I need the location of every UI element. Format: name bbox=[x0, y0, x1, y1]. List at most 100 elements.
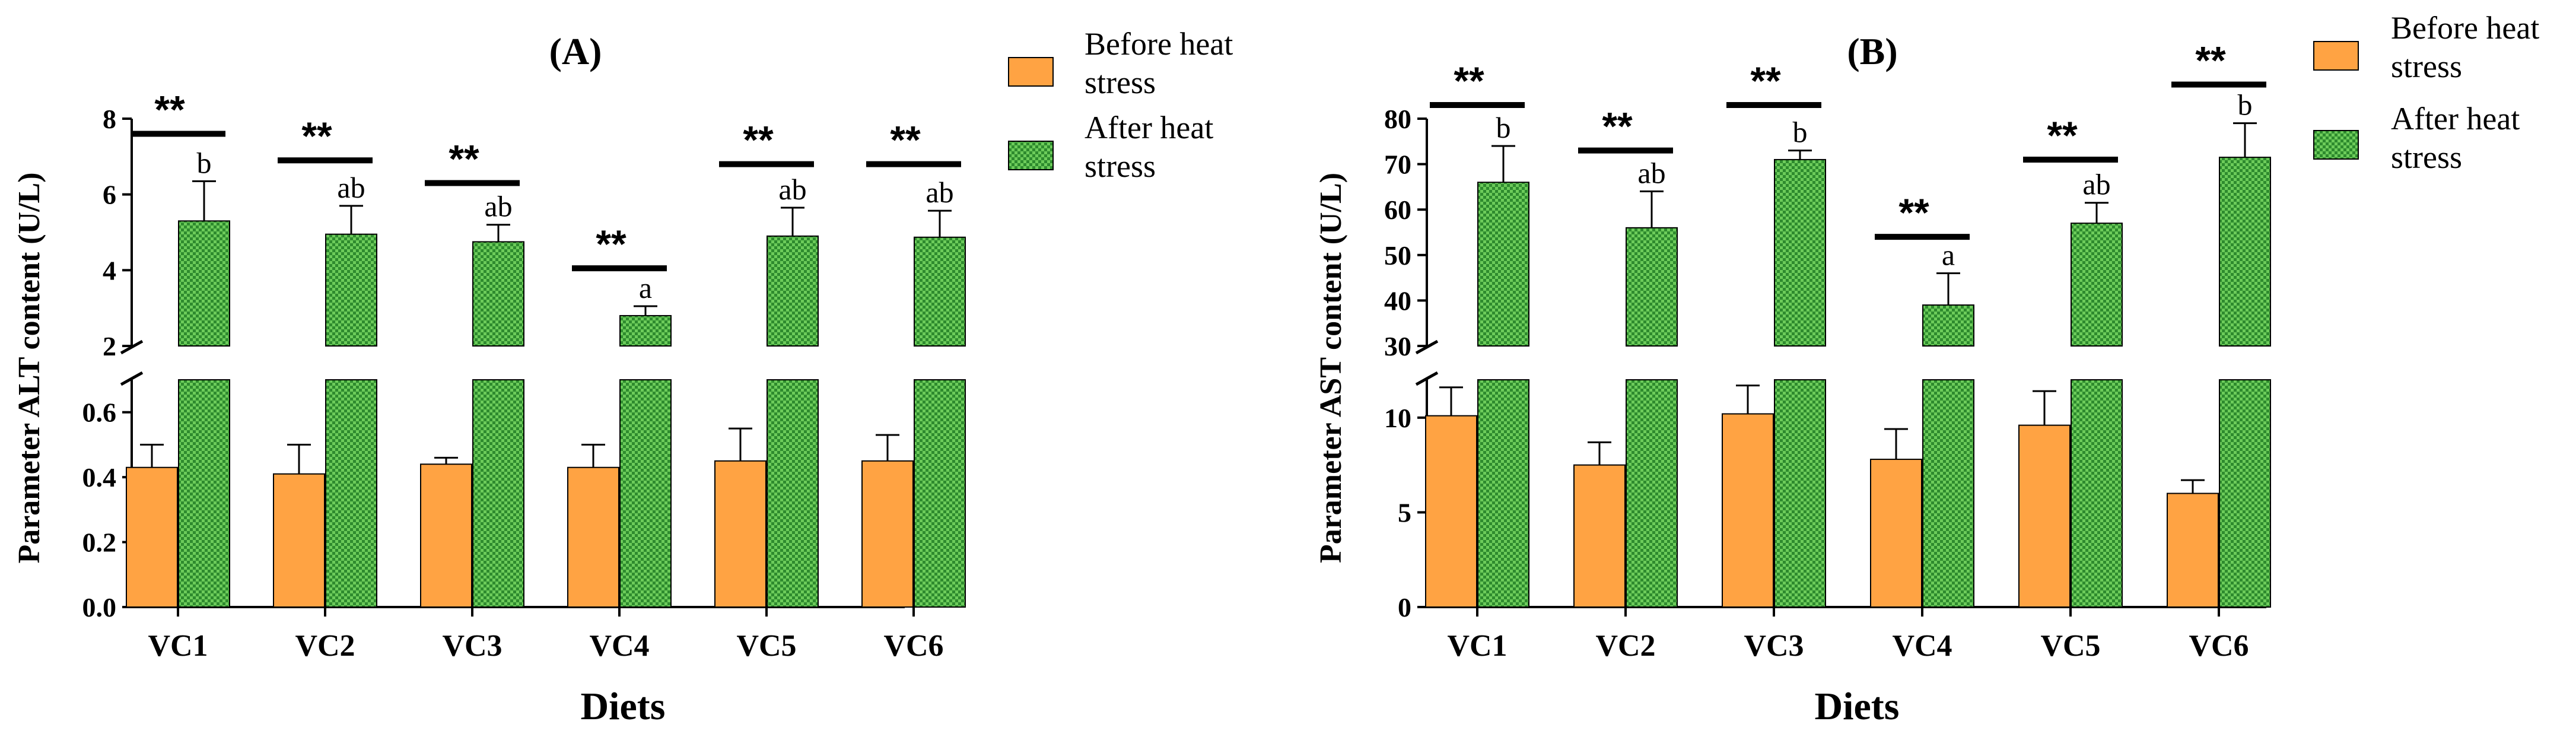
pb-bar-after-VC3 bbox=[1774, 158, 1826, 347]
panel-a-plot: 0.00.20.40.62468b**VC1ab**VC2ab**VC3a**V… bbox=[82, 88, 966, 663]
pa-sig-stars-VC6: ** bbox=[890, 118, 921, 162]
pb-bar-after-VC2 bbox=[1626, 227, 1678, 347]
pb-bar-before-VC3 bbox=[1722, 413, 1774, 608]
pa-sig-stars-VC5: ** bbox=[743, 118, 774, 162]
pa-sig-stars-VC1: ** bbox=[154, 88, 185, 132]
pb-sig-stars-VC6: ** bbox=[2195, 39, 2226, 82]
pa-bar-before-VC5 bbox=[714, 460, 767, 608]
legend-a-after-line2: stress bbox=[1085, 148, 1156, 184]
pa-bar-before-VC1 bbox=[126, 466, 178, 608]
pb-sig-stars-VC4: ** bbox=[1898, 190, 1929, 234]
legend-a-before-swatch bbox=[1008, 57, 1054, 87]
pa-y-tick-label-lower-2: 0.4 bbox=[82, 462, 117, 493]
panel-b-ylabel: Parameter AST content (U/L) bbox=[1314, 173, 1348, 563]
pa-x-tick-label-VC4: VC4 bbox=[589, 629, 649, 663]
pb-bar-before-VC1 bbox=[1425, 415, 1477, 608]
pa-sig-stars-VC3: ** bbox=[449, 137, 479, 181]
pa-y-tick-label-upper-1: 4 bbox=[103, 255, 116, 285]
pa-y-tick-label-upper-3: 8 bbox=[103, 104, 116, 134]
pb-y-tick-label-upper-5: 80 bbox=[1384, 104, 1411, 134]
pb-sig-stars-VC5: ** bbox=[2047, 113, 2078, 157]
pb-bar-after-VC4 bbox=[1922, 304, 1974, 347]
pb-y-tick-label-upper-3: 60 bbox=[1384, 195, 1411, 225]
pb-x-tick-label-VC2: VC2 bbox=[1595, 629, 1655, 663]
pb-y-tick-label-upper-2: 50 bbox=[1384, 240, 1411, 271]
legend-b-before-line2: stress bbox=[2391, 49, 2462, 84]
legend-b-before-swatch bbox=[2313, 41, 2359, 71]
panel-a-legend: Before heat stress After heat stress bbox=[1008, 26, 1233, 184]
pa-bar-after-VC1 bbox=[178, 220, 230, 347]
legend-a-before-line2: stress bbox=[1085, 65, 1156, 100]
pa-bar-after-lower-VC6 bbox=[914, 379, 966, 608]
pa-sig-stars-VC4: ** bbox=[596, 222, 626, 266]
panel-a-xlabel: Diets bbox=[581, 685, 666, 728]
pb-y-tick-label-lower-2: 10 bbox=[1384, 403, 1411, 433]
pa-x-tick-label-VC5: VC5 bbox=[736, 629, 796, 663]
pa-y-tick-label-lower-3: 0.6 bbox=[82, 398, 117, 428]
legend-a-after-line1: After heat bbox=[1085, 110, 1213, 145]
pa-bar-after-lower-VC3 bbox=[472, 379, 524, 608]
pa-bar-after-VC6 bbox=[914, 236, 966, 347]
legend-b-after-line1: After heat bbox=[2391, 101, 2520, 136]
pb-bar-after-VC1 bbox=[1477, 182, 1529, 347]
pb-bar-before-VC2 bbox=[1573, 464, 1626, 608]
pa-x-tick-label-VC6: VC6 bbox=[883, 629, 943, 663]
legend-a-after-swatch bbox=[1008, 141, 1054, 170]
pa-letter-VC1: b bbox=[197, 146, 212, 179]
pb-x-tick-label-VC6: VC6 bbox=[2189, 629, 2249, 663]
pb-axis-break-lower bbox=[1415, 371, 1439, 386]
panel-a-ylabel: Parameter ALT content (U/L) bbox=[12, 172, 46, 563]
panel-a-title: (A) bbox=[549, 30, 602, 72]
pa-sig-stars-VC2: ** bbox=[301, 114, 332, 158]
pa-bar-before-VC2 bbox=[273, 473, 325, 608]
pa-x-tick-label-VC2: VC2 bbox=[295, 629, 355, 663]
pa-bar-after-VC3 bbox=[472, 241, 524, 347]
pa-bar-after-VC4 bbox=[619, 315, 672, 347]
pa-bar-after-lower-VC4 bbox=[619, 379, 672, 608]
pb-x-tick-label-VC1: VC1 bbox=[1447, 629, 1507, 663]
pb-letter-VC6: b bbox=[2238, 88, 2253, 122]
panel-a: (A) Diets Parameter ALT content (U/L) 0.… bbox=[12, 26, 1233, 728]
pb-bar-after-lower-VC2 bbox=[1626, 379, 1678, 608]
pb-bar-after-VC6 bbox=[2219, 157, 2271, 347]
panel-b-legend: Before heat stress After heat stress bbox=[2313, 10, 2539, 175]
pb-bar-after-VC5 bbox=[2071, 223, 2123, 347]
pb-bar-after-lower-VC3 bbox=[1774, 379, 1826, 608]
legend-b-before-line1: Before heat bbox=[2391, 10, 2539, 46]
pa-letter-VC6: ab bbox=[926, 176, 953, 209]
pb-x-tick-label-VC4: VC4 bbox=[1892, 629, 1952, 663]
pb-y-tick-label-upper-1: 40 bbox=[1384, 285, 1411, 316]
pb-letter-VC3: b bbox=[1793, 116, 1808, 149]
pb-y-tick-label-lower-0: 0 bbox=[1398, 592, 1411, 622]
pb-x-tick-label-VC3: VC3 bbox=[1744, 629, 1804, 663]
pa-axis-break-lower bbox=[120, 371, 144, 386]
pa-bar-before-VC6 bbox=[861, 460, 914, 608]
pa-letter-VC4: a bbox=[639, 271, 652, 304]
pb-y-tick-label-upper-4: 70 bbox=[1384, 150, 1411, 180]
pb-bar-before-VC6 bbox=[2167, 493, 2219, 608]
pb-letter-VC1: b bbox=[1496, 111, 1511, 144]
pb-bar-after-lower-VC6 bbox=[2219, 379, 2271, 608]
pa-x-tick-label-VC1: VC1 bbox=[148, 629, 208, 663]
panel-b-title: (B) bbox=[1847, 30, 1897, 72]
pb-letter-VC2: ab bbox=[1637, 157, 1665, 190]
legend-a-before-line1: Before heat bbox=[1085, 26, 1233, 62]
pa-bar-before-VC4 bbox=[567, 466, 619, 608]
pa-bar-after-VC2 bbox=[325, 233, 377, 347]
pb-sig-stars-VC3: ** bbox=[1750, 59, 1781, 103]
pb-sig-stars-VC1: ** bbox=[1454, 59, 1484, 103]
pa-x-tick-label-VC3: VC3 bbox=[442, 629, 502, 663]
pb-bar-after-lower-VC5 bbox=[2071, 379, 2123, 608]
pa-bar-after-VC5 bbox=[767, 235, 819, 347]
legend-b-after-line2: stress bbox=[2391, 139, 2462, 175]
pb-bar-after-lower-VC4 bbox=[1922, 379, 1974, 608]
pb-bar-before-VC5 bbox=[2018, 424, 2071, 608]
pa-letter-VC3: ab bbox=[484, 190, 512, 223]
pa-y-tick-label-upper-2: 6 bbox=[103, 180, 116, 210]
pa-letter-VC5: ab bbox=[778, 173, 806, 206]
pb-bar-before-VC4 bbox=[1870, 459, 1922, 608]
pb-sig-stars-VC2: ** bbox=[1602, 104, 1633, 148]
